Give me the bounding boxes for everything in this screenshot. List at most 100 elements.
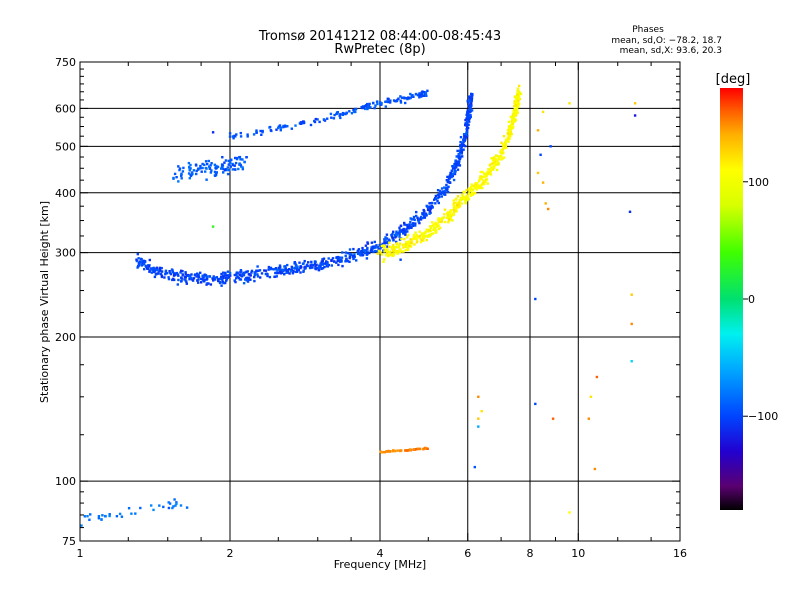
data-point <box>405 227 408 231</box>
data-point <box>517 99 520 103</box>
data-point <box>514 110 517 114</box>
data-point <box>514 99 518 102</box>
data-point <box>380 102 383 105</box>
data-point <box>232 137 235 140</box>
data-point <box>89 513 92 516</box>
data-point <box>188 165 191 169</box>
data-point <box>385 450 388 453</box>
data-point <box>376 252 379 255</box>
data-point <box>438 192 441 195</box>
data-point <box>446 180 449 184</box>
data-point <box>136 252 139 256</box>
data-point <box>513 100 516 103</box>
data-point <box>296 265 299 268</box>
data-point <box>416 235 420 238</box>
data-point <box>104 514 107 518</box>
data-point <box>392 249 395 252</box>
isolated-point <box>547 207 550 211</box>
data-point <box>517 95 520 98</box>
data-point <box>465 136 468 139</box>
data-point <box>376 102 379 106</box>
data-point <box>465 128 468 131</box>
data-point <box>197 168 200 171</box>
isolated-point <box>630 360 633 363</box>
data-point <box>283 272 286 276</box>
data-point <box>318 120 321 124</box>
data-point <box>182 166 185 170</box>
data-point <box>370 248 373 251</box>
data-point <box>399 248 402 251</box>
data-point <box>373 249 376 253</box>
data-point <box>383 250 386 253</box>
data-point <box>426 205 429 208</box>
data-point <box>267 268 270 271</box>
data-point <box>356 250 359 253</box>
data-point <box>244 271 247 274</box>
data-point <box>418 217 421 221</box>
data-point <box>494 158 497 161</box>
data-point <box>456 168 460 171</box>
data-point <box>478 179 481 182</box>
data-point <box>279 270 282 273</box>
data-point <box>353 255 356 259</box>
data-point <box>330 259 333 262</box>
data-point <box>180 277 183 280</box>
data-point <box>452 213 455 216</box>
data-point <box>464 199 467 203</box>
isolated-point <box>536 129 540 132</box>
data-point <box>240 165 243 168</box>
data-point <box>430 224 434 228</box>
data-point <box>355 259 358 262</box>
data-point <box>376 246 379 249</box>
data-point <box>195 275 198 278</box>
data-point <box>422 234 425 237</box>
data-point <box>335 261 338 264</box>
data-point <box>404 233 407 236</box>
data-point <box>404 242 408 246</box>
isolated-point <box>541 110 545 114</box>
data-point <box>409 92 412 96</box>
data-point <box>201 166 204 170</box>
data-point <box>391 237 394 240</box>
data-point <box>458 164 462 167</box>
data-point <box>465 195 468 198</box>
data-point <box>425 234 429 238</box>
data-point <box>469 108 472 111</box>
data-point <box>453 209 456 212</box>
data-point <box>108 513 111 516</box>
data-point <box>410 218 414 221</box>
data-point <box>385 254 388 257</box>
data-point <box>508 127 512 130</box>
data-point <box>485 178 489 181</box>
data-point <box>437 217 440 220</box>
isolated-point <box>536 171 540 175</box>
data-point <box>383 451 386 454</box>
data-point <box>436 189 440 192</box>
data-point <box>403 221 406 225</box>
data-point <box>143 262 146 266</box>
data-point <box>160 270 164 273</box>
data-point <box>502 151 505 155</box>
colorbar-tick-label: 100 <box>748 176 769 189</box>
data-point <box>398 226 401 229</box>
data-point <box>510 125 513 129</box>
data-point <box>207 159 210 163</box>
data-point <box>448 213 452 216</box>
data-point <box>416 216 419 219</box>
data-point <box>466 123 470 126</box>
data-point <box>367 104 371 107</box>
data-point <box>428 202 431 205</box>
data-point <box>431 221 434 224</box>
data-point <box>278 268 281 271</box>
data-point <box>136 266 139 269</box>
data-point <box>253 275 256 279</box>
data-point <box>438 195 441 199</box>
data-point <box>481 186 484 190</box>
data-point <box>317 268 320 271</box>
data-point <box>393 249 396 252</box>
data-point <box>432 228 435 232</box>
data-point <box>472 184 475 188</box>
data-point <box>480 177 483 181</box>
data-point <box>88 518 91 521</box>
data-point <box>508 133 511 136</box>
